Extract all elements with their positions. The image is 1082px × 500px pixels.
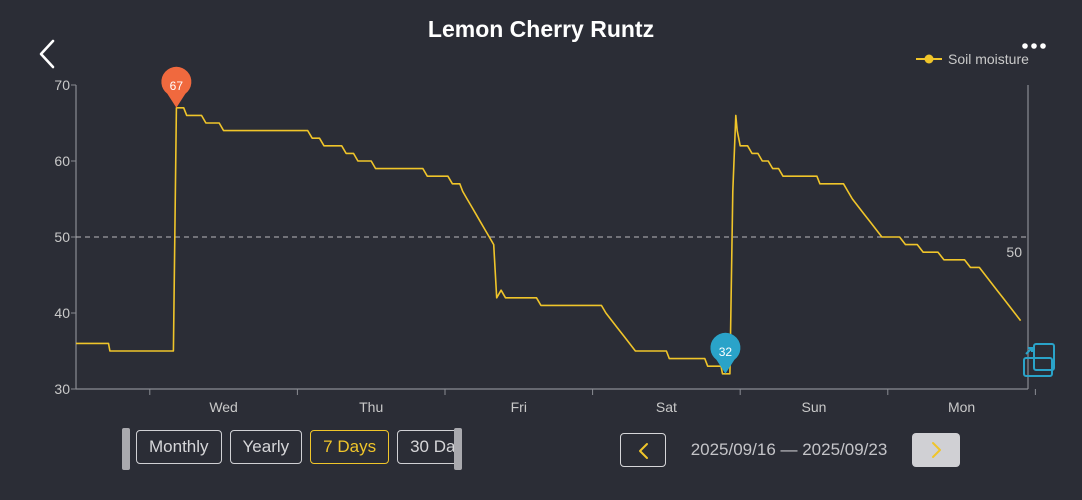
- scroll-edge-right: [454, 428, 462, 470]
- x-tick-label: Sun: [802, 399, 827, 415]
- next-period-button[interactable]: [912, 433, 960, 467]
- x-tick-label: Mon: [948, 399, 975, 415]
- x-tick-label: Fri: [511, 399, 527, 415]
- rotate-screen-button[interactable]: [1020, 342, 1060, 378]
- legend-line-icon: [916, 54, 942, 64]
- range-option-30-days[interactable]: 30 Days: [397, 430, 462, 464]
- previous-period-button[interactable]: [620, 433, 666, 467]
- rotate-screen-icon: [1023, 343, 1055, 377]
- x-tick-label: Thu: [359, 399, 383, 415]
- y-tick-label: 50: [54, 229, 70, 245]
- more-button[interactable]: [1020, 36, 1050, 56]
- chart-legend: Soil moisture: [916, 50, 1029, 68]
- chevron-left-icon: [639, 443, 648, 459]
- min-marker-pin: [710, 332, 741, 374]
- min-marker: 32: [710, 332, 741, 374]
- x-tick-label: Sat: [656, 399, 677, 415]
- more-dots-icon: [1022, 43, 1046, 49]
- back-button[interactable]: [34, 38, 64, 70]
- scroll-edge-left: [122, 428, 130, 470]
- min-marker-label: 32: [719, 345, 733, 359]
- series-line-0: [76, 107, 1022, 375]
- y-tick-label: 60: [54, 153, 70, 169]
- max-marker: 67: [161, 66, 192, 108]
- range-option-monthly[interactable]: Monthly: [136, 430, 222, 464]
- max-marker-label: 67: [170, 79, 184, 93]
- chevron-right-icon: [932, 442, 941, 458]
- range-option-yearly[interactable]: Yearly: [229, 430, 303, 464]
- chevron-left-icon: [39, 39, 55, 69]
- threshold-label: 50: [1006, 244, 1022, 260]
- date-range-label: 2025/09/16 — 2025/09/23: [690, 440, 888, 459]
- page-title: Lemon Cherry Runtz: [427, 16, 655, 42]
- legend-label: Soil moisture: [948, 51, 1029, 67]
- max-marker-pin: [161, 66, 192, 108]
- moisture-chart: 3040506070WedThuFriSatSunMonTue506732: [54, 66, 1036, 415]
- range-option-7-days[interactable]: 7 Days: [310, 430, 390, 464]
- y-tick-label: 70: [54, 77, 70, 93]
- x-tick-label: Wed: [209, 399, 238, 415]
- y-tick-label: 40: [54, 305, 70, 321]
- y-tick-label: 30: [54, 381, 70, 397]
